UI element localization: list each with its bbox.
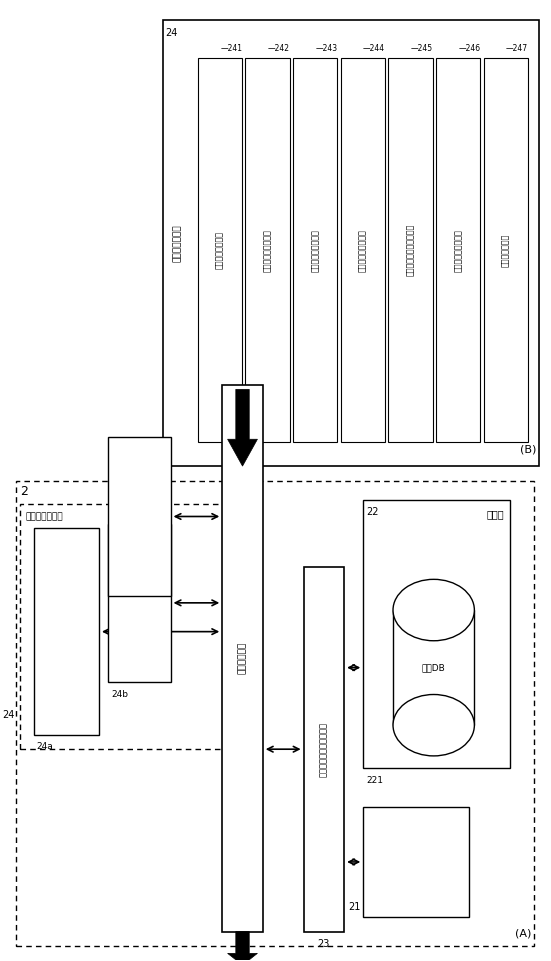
Bar — [363, 500, 510, 769]
Text: 広告DB: 広告DB — [422, 663, 446, 672]
Text: 23: 23 — [318, 939, 330, 949]
Text: 表示切り替え間隔設定部: 表示切り替え間隔設定部 — [406, 224, 415, 277]
Text: —244: —244 — [363, 44, 385, 54]
Text: 2: 2 — [20, 485, 28, 499]
Text: 記憶部: 記憶部 — [487, 509, 504, 519]
Text: 24: 24 — [2, 710, 14, 721]
Text: 表示対象広告設定部: 表示対象広告設定部 — [311, 229, 320, 272]
Text: 表示対象広告設定部: 表示対象広告設定部 — [358, 229, 368, 272]
Ellipse shape — [393, 579, 474, 641]
Text: システムバス: システムバス — [238, 642, 247, 675]
Bar — [109, 437, 171, 596]
Bar — [484, 59, 528, 442]
Text: —241: —241 — [220, 44, 242, 54]
Bar — [109, 524, 171, 682]
Text: キーワード取得部: キーワード取得部 — [215, 232, 224, 269]
Text: (A): (A) — [515, 928, 531, 938]
Polygon shape — [228, 931, 257, 961]
Bar — [245, 59, 290, 442]
Text: 表示対象候補特定部: 表示対象候補特定部 — [263, 229, 272, 272]
Bar — [16, 480, 534, 946]
Text: 24b: 24b — [111, 690, 128, 699]
Bar — [293, 59, 337, 442]
Text: ROM: ROM — [126, 598, 153, 608]
Text: —247: —247 — [506, 44, 528, 54]
Text: 25: 25 — [236, 939, 249, 949]
Bar — [198, 59, 242, 442]
Text: システム制御部: システム制御部 — [173, 224, 182, 261]
Text: —246: —246 — [458, 44, 480, 54]
Bar — [20, 505, 258, 750]
Ellipse shape — [393, 695, 474, 756]
Text: 24c: 24c — [111, 604, 127, 612]
Bar — [222, 384, 263, 931]
Text: 入出力インタフェース部: 入出力インタフェース部 — [320, 722, 328, 776]
Bar — [388, 59, 433, 442]
Bar — [363, 807, 469, 917]
Text: 24a: 24a — [37, 743, 53, 752]
Bar — [393, 610, 474, 726]
Bar — [34, 529, 99, 735]
Text: 表示領域占有設定部: 表示領域占有設定部 — [453, 229, 463, 272]
Text: 通信部: 通信部 — [407, 857, 425, 867]
Bar — [436, 59, 480, 442]
Text: 21: 21 — [348, 902, 360, 912]
Text: 221: 221 — [366, 776, 383, 785]
Text: RAM: RAM — [127, 511, 152, 522]
Text: CPU: CPU — [55, 627, 78, 636]
Text: —242: —242 — [268, 44, 290, 54]
Text: —243: —243 — [315, 44, 337, 54]
Bar — [304, 567, 344, 931]
Text: 24: 24 — [165, 28, 177, 37]
Text: (B): (B) — [520, 445, 537, 455]
Text: 広告表示制御部: 広告表示制御部 — [501, 234, 510, 267]
Text: —245: —245 — [410, 44, 433, 54]
Text: 22: 22 — [366, 507, 379, 517]
Text: システム制御部: システム制御部 — [25, 512, 63, 521]
Polygon shape — [228, 389, 257, 466]
Bar — [163, 20, 539, 466]
Bar — [341, 59, 385, 442]
